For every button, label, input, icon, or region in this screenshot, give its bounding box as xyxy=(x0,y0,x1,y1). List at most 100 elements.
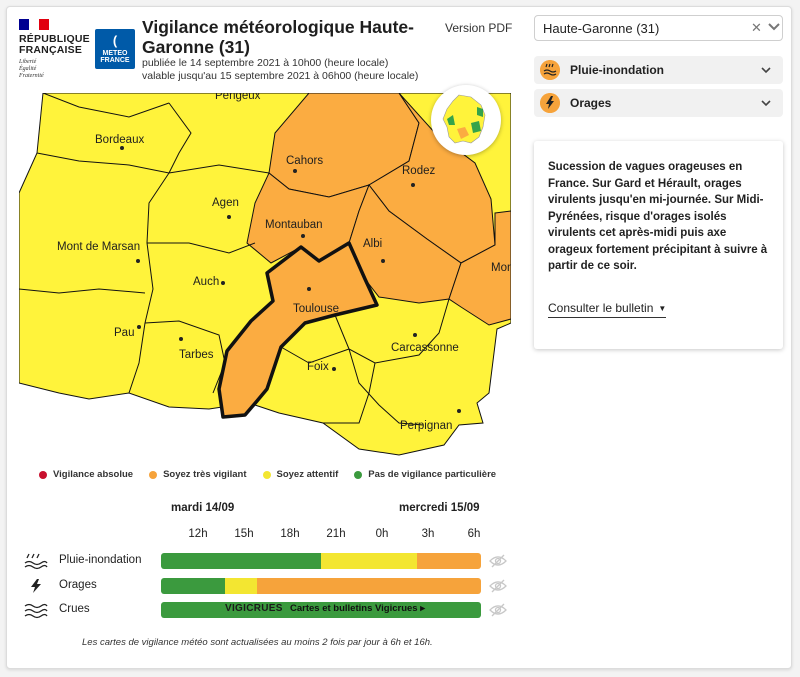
timeline-day-2: mercredi 15/09 xyxy=(399,502,480,514)
hour-label: 3h xyxy=(421,528,435,540)
map-zone-tarn xyxy=(348,183,462,304)
waves-icon xyxy=(24,603,48,619)
city-label: Albi xyxy=(363,238,382,250)
timeline-day-1: mardi 14/09 xyxy=(171,502,235,514)
eye-slash-icon[interactable] xyxy=(489,553,507,569)
caret-down-icon: ▼ xyxy=(658,304,667,314)
french-flag-icon xyxy=(19,19,49,30)
legend-item: Soyez très vigilant xyxy=(149,469,247,480)
city-label: Tarbes xyxy=(179,349,214,361)
map-city-markers xyxy=(120,146,461,413)
row-label: Crues xyxy=(59,603,90,615)
legend-label: Vigilance absolue xyxy=(53,469,134,480)
city-label: Perpignan xyxy=(400,420,452,432)
legend-swatch xyxy=(149,470,158,479)
city-label: Auch xyxy=(193,276,219,288)
chevron-down-icon[interactable] xyxy=(760,64,772,76)
timeline-hours: 12h 15h 18h 21h 0h 3h 6h xyxy=(161,528,481,542)
legend-swatch xyxy=(262,470,271,479)
rain-flood-icon xyxy=(24,553,48,570)
footer-note: Les cartes de vigilance météo sont actua… xyxy=(82,637,433,648)
hour-label: 15h xyxy=(234,528,254,540)
consult-bulletin-button[interactable]: Consulter le bulletin ▼ xyxy=(548,301,667,318)
phenomenon-item-orages[interactable]: Orages xyxy=(534,89,783,117)
legend-label: Soyez attentif xyxy=(276,469,339,480)
hour-label: 0h xyxy=(375,528,389,540)
legend-swatch xyxy=(354,470,363,479)
republic-name: RÉPUBLIQUE FRANÇAISE xyxy=(19,33,90,56)
city-label: Foix xyxy=(307,361,329,373)
clear-icon[interactable]: ✕ xyxy=(751,20,762,35)
phenomenon-label: Orages xyxy=(570,96,612,110)
timeline-segment-yellow xyxy=(225,578,257,594)
france-overview-minimap[interactable] xyxy=(431,85,501,155)
phenomenon-label: Pluie-inondation xyxy=(570,63,664,77)
city-label: Pengeux xyxy=(215,93,261,102)
vigilance-widget: RÉPUBLIQUE FRANÇAISE Liberté Égalité Fra… xyxy=(6,6,792,669)
consult-bulletin-label: Consulter le bulletin xyxy=(548,301,654,315)
phenomenon-item-pluie[interactable]: Pluie-inondation xyxy=(534,56,783,84)
vigicrues-bar[interactable]: VIGICRUES Cartes et bulletins Vigicrues … xyxy=(161,602,481,618)
city-label: Mont de Marsan xyxy=(57,241,140,253)
hour-label: 6h xyxy=(467,528,481,540)
timeline-segment-green xyxy=(161,553,321,569)
vigilance-legend: Vigilance absolue Soyez très vigilant So… xyxy=(39,469,512,480)
city-label: Pau xyxy=(114,327,134,339)
timeline-row-orages: Orages xyxy=(23,577,513,595)
eye-slash-icon[interactable] xyxy=(489,602,507,618)
hour-label: 12h xyxy=(188,528,208,540)
legend-item: Pas de vigilance particulière xyxy=(354,469,496,480)
city-label: Carcassonne xyxy=(391,342,459,354)
chevron-down-icon[interactable] xyxy=(767,20,781,34)
hour-label: 18h xyxy=(280,528,300,540)
pdf-version-link[interactable]: Version PDF xyxy=(445,21,513,35)
city-label: Bordeaux xyxy=(95,134,144,146)
timeline-bar[interactable] xyxy=(161,553,481,569)
chevron-down-icon[interactable] xyxy=(760,97,772,109)
meteo-france-logo-text: METEO FRANCE xyxy=(100,50,130,64)
timeline-segment-yellow xyxy=(321,553,417,569)
city-label: Agen xyxy=(212,197,239,209)
legend-item: Vigilance absolue xyxy=(39,469,133,480)
page-title: Vigilance météorologique Haute-Garonne (… xyxy=(142,17,414,57)
department-value: Haute-Garonne (31) xyxy=(543,21,660,36)
rain-flood-icon xyxy=(540,60,560,80)
row-label: Orages xyxy=(59,579,97,591)
city-label: Mont xyxy=(491,262,511,274)
legend-label: Pas de vigilance particulière xyxy=(368,469,497,480)
city-label: Toulouse xyxy=(293,303,339,315)
row-label: Pluie-inondation xyxy=(59,554,142,566)
city-label: Montauban xyxy=(265,219,323,231)
city-label: Rodez xyxy=(402,165,435,177)
city-label: Cahors xyxy=(286,155,323,167)
legend-swatch xyxy=(39,470,47,479)
map-zone-herault xyxy=(448,210,511,326)
department-select[interactable]: Haute-Garonne (31) ✕ xyxy=(534,15,783,41)
timeline-segment-orange xyxy=(417,553,481,569)
eye-slash-icon[interactable] xyxy=(489,578,507,594)
vigicrues-logo: VIGICRUES xyxy=(225,603,283,614)
map-zone-haute-garonne xyxy=(217,241,379,419)
republique-francaise-logo: RÉPUBLIQUE FRANÇAISE Liberté Égalité Fra… xyxy=(19,19,90,80)
hour-label: 21h xyxy=(326,528,346,540)
republic-motto: Liberté Égalité Fraternité xyxy=(19,59,44,79)
timeline-row-pluie: Pluie-inondation xyxy=(23,552,513,570)
vigilance-map[interactable]: Pengeux Bordeaux Cahors Rodez Agen Monta… xyxy=(19,93,511,465)
legend-label: Soyez très vigilant xyxy=(163,469,247,480)
bulletin-card: Sucession de vagues orageuses en France.… xyxy=(534,141,783,349)
lightning-icon xyxy=(540,93,560,113)
map-department-borders xyxy=(19,93,450,426)
vigicrues-link[interactable]: Cartes et bulletins Vigicrues ▸ xyxy=(290,603,425,614)
publication-dates: publiée le 14 septembre 2021 à 10h00 (he… xyxy=(142,57,418,83)
meteo-france-emblem-icon: ( xyxy=(112,33,118,48)
published-date: publiée le 14 septembre 2021 à 10h00 (he… xyxy=(142,57,389,69)
timeline-row-crues: Crues VIGICRUES Cartes et bulletins Vigi… xyxy=(23,601,513,619)
legend-item: Soyez attentif xyxy=(262,469,339,480)
meteo-france-logo: ( METEO FRANCE xyxy=(95,29,135,69)
timeline-bar[interactable] xyxy=(161,578,481,594)
timeline-segment-orange xyxy=(257,578,481,594)
valid-until-date: valable jusqu'au 15 septembre 2021 à 06h… xyxy=(142,70,419,82)
timeline-segment-green xyxy=(161,578,225,594)
bulletin-text: Sucession de vagues orageuses en France.… xyxy=(548,161,768,272)
lightning-icon xyxy=(31,579,41,593)
